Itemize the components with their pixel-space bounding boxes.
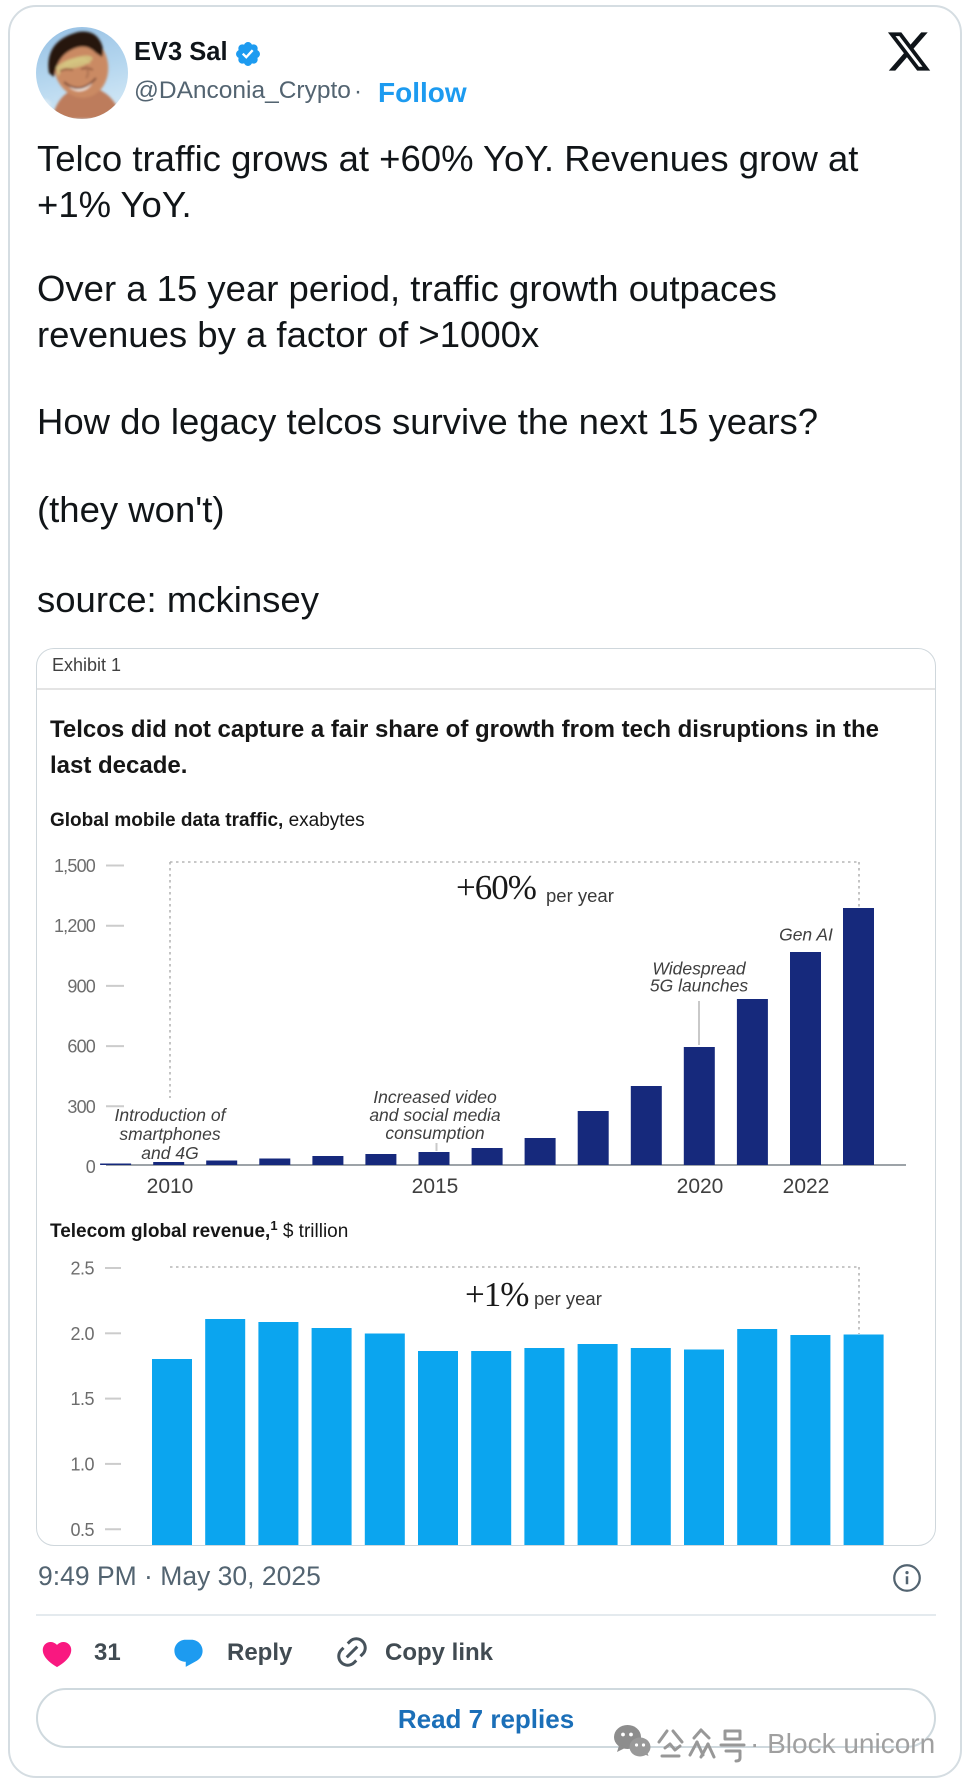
svg-text:smartphones: smartphones — [119, 1124, 220, 1144]
svg-text:1,500: 1,500 — [54, 856, 96, 876]
svg-text:Global mobile data traffic, ex: Global mobile data traffic, exabytes — [50, 810, 365, 831]
svg-text:+60%: +60% — [456, 868, 536, 907]
svg-text:300: 300 — [67, 1097, 95, 1117]
svg-text:and 4G: and 4G — [141, 1143, 198, 1163]
svg-text:Introduction of: Introduction of — [115, 1105, 228, 1125]
svg-text:Widespread: Widespread — [652, 959, 746, 979]
svg-text:1.5: 1.5 — [70, 1389, 94, 1409]
svg-text:600: 600 — [67, 1037, 95, 1057]
svg-text:0: 0 — [86, 1157, 96, 1177]
svg-text:2020: 2020 — [677, 1175, 724, 1198]
svg-text:2.0: 2.0 — [70, 1324, 94, 1344]
svg-text:1,200: 1,200 — [54, 916, 96, 936]
svg-text:900: 900 — [67, 976, 95, 996]
svg-text:Telecom global revenue,1 $ tri: Telecom global revenue,1 $ trillion — [50, 1218, 348, 1243]
svg-text:2.5: 2.5 — [70, 1259, 94, 1279]
svg-text:Telcos did not capture a fair: Telcos did not capture a fair share of g… — [50, 716, 879, 743]
svg-text:Exhibit 1: Exhibit 1 — [52, 655, 121, 675]
svg-text:2015: 2015 — [412, 1175, 459, 1198]
svg-text:0.5: 0.5 — [70, 1520, 94, 1540]
svg-text:Increased video: Increased video — [373, 1087, 497, 1107]
svg-text:5G launches: 5G launches — [650, 976, 749, 996]
svg-text:2022: 2022 — [783, 1175, 830, 1198]
svg-text:per year: per year — [546, 885, 614, 906]
svg-text:+1%: +1% — [465, 1275, 528, 1314]
svg-text:and social media: and social media — [369, 1105, 501, 1125]
svg-text:last decade.: last decade. — [50, 752, 187, 779]
svg-text:per year: per year — [534, 1288, 602, 1309]
svg-text:Gen AI: Gen AI — [779, 925, 833, 945]
svg-text:2010: 2010 — [147, 1175, 194, 1198]
svg-text:1.0: 1.0 — [70, 1455, 94, 1475]
svg-text:consumption: consumption — [385, 1123, 484, 1143]
